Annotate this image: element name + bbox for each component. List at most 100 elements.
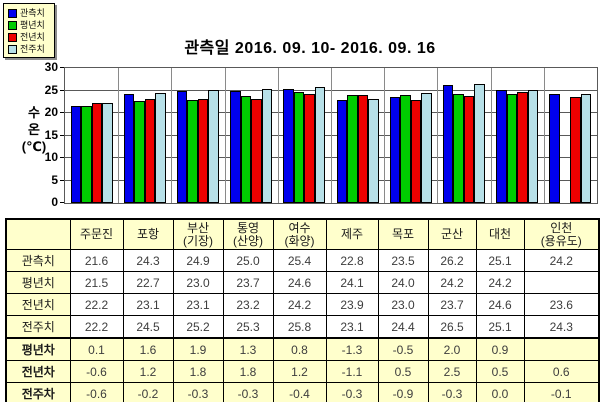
category-separator	[384, 68, 385, 203]
table-cell: 25.8	[272, 315, 327, 339]
table-cell: 21.6	[69, 249, 124, 272]
table-cell: 0.8	[272, 337, 327, 361]
table-cell: 1.9	[172, 337, 224, 361]
table-cell: -0.1	[523, 382, 600, 402]
bar-전년치-제주	[357, 95, 369, 203]
table-cell: 25.1	[475, 249, 525, 272]
bar-관측치-포항	[123, 93, 135, 203]
legend-item-label: 전주치	[20, 44, 45, 54]
bar-평년치-목포	[400, 95, 411, 203]
legend-item-label: 관측치	[20, 8, 45, 18]
table-cell: -0.3	[172, 382, 224, 402]
table-cell: 1.2	[122, 360, 174, 383]
bar-관측치-대천	[496, 90, 507, 203]
table-cell: -1.1	[325, 360, 379, 383]
table-cell: 23.1	[325, 315, 379, 339]
row-label: 평년치	[5, 271, 71, 294]
table-cell: 24.3	[523, 315, 600, 339]
column-header-인천: 인천 (용유도)	[523, 218, 600, 250]
table-cell: 23.2	[222, 293, 274, 316]
legend-swatch-icon	[8, 32, 17, 42]
y-tick-label: 5	[51, 172, 58, 187]
y-tick-label: 30	[44, 60, 58, 74]
y-axis-title: 수 온 (℃)	[14, 104, 54, 155]
bar-전주치-인천(용유도)	[580, 93, 592, 203]
row-label: 전년차	[5, 360, 71, 383]
table-cell	[523, 337, 600, 361]
table-cell: -0.2	[122, 382, 174, 402]
category-separator	[118, 68, 119, 203]
bar-전주치-군산	[474, 83, 485, 203]
y-axis-title-line: 수	[28, 105, 40, 120]
table-row-전주차: 전주차 -0.6 -0.2 -0.3 -0.3 -0.4 -0.3 -0.9 -0.3 0.0 -0…	[5, 382, 600, 402]
bar-평년치-대천	[506, 94, 518, 203]
table-cell: 25.2	[172, 315, 224, 339]
table-cell: -0.3	[325, 382, 379, 402]
table-cell: 2.5	[427, 360, 477, 383]
observation-data-table: 주문진 포항 부산 (기장) 통영 (산양) 여수 (화양) 제주 목포 군산 대천 인천 (용유…	[5, 218, 600, 402]
table-cell: 24.2	[523, 249, 600, 272]
table-cell: 1.3	[222, 337, 274, 361]
bar-평년치-부산(기장)	[187, 99, 198, 203]
category-separator	[225, 68, 226, 203]
y-tick-label: 0	[51, 195, 58, 209]
row-label: 관측치	[5, 249, 71, 272]
y-tick-label: 10	[44, 150, 58, 164]
table-cell: -0.3	[222, 382, 274, 402]
bar-평년치-제주	[347, 94, 358, 203]
table-cell: 0.1	[69, 337, 124, 361]
table-cell: -0.6	[69, 382, 124, 402]
legend-item-평년치: 평년치	[8, 19, 52, 31]
table-cell: 1.6	[122, 337, 174, 361]
bar-group-대천	[491, 68, 544, 203]
table-cell: 24.9	[172, 249, 224, 272]
bar-group-여수(화양)	[278, 68, 331, 203]
table-cell: 0.5	[377, 360, 429, 383]
row-label: 평년차	[5, 337, 71, 361]
bar-관측치-부산(기장)	[176, 90, 188, 203]
column-header-군산: 군산	[427, 218, 477, 250]
bar-전년치-통영(산양)	[251, 98, 262, 203]
bar-관측치-통영(산양)	[230, 90, 241, 203]
table-cell: 23.6	[523, 293, 600, 316]
bar-전년치-목포	[410, 99, 422, 203]
table-cell: 25.4	[272, 249, 327, 272]
table-cell: 25.3	[222, 315, 274, 339]
legend-item-전년치: 전년치	[8, 31, 52, 43]
table-cell: -0.3	[427, 382, 477, 402]
y-axis-title-line: 온	[28, 122, 40, 137]
table-cell: 0.0	[475, 382, 525, 402]
bar-전년치-주문진	[91, 103, 103, 203]
y-tick-mark	[60, 179, 64, 181]
bar-group-인천(용유도)	[544, 68, 597, 203]
chart-title: 관측일 2016. 09. 10- 2016. 09. 16	[184, 40, 436, 57]
bar-전주치-여수(화양)	[314, 86, 326, 203]
bar-관측치-목포	[389, 97, 401, 203]
legend-item-전주치: 전주치	[8, 43, 52, 55]
table-cell: 23.7	[222, 271, 274, 294]
table-cell: 1.8	[172, 360, 224, 383]
bar-전년치-대천	[517, 92, 528, 203]
table-cell: 25.0	[222, 249, 274, 272]
column-header-제주: 제주	[325, 218, 379, 250]
bar-chart-plot-area	[64, 67, 598, 204]
bar-전주치-대천	[527, 90, 539, 203]
table-cell: 24.6	[475, 293, 525, 316]
table-cell: 24.2	[427, 271, 477, 294]
y-tick-label: 20	[44, 105, 58, 119]
legend-item-label: 전년치	[20, 32, 45, 42]
bar-전주치-제주	[368, 99, 379, 203]
y-tick-mark	[60, 157, 64, 158]
bar-평년치-포항	[134, 100, 145, 203]
table-cell: 0.5	[475, 360, 525, 383]
table-cell	[523, 271, 600, 294]
table-cell: 25.1	[475, 315, 525, 339]
table-cell: 2.0	[427, 337, 477, 361]
y-tick-label: 25	[44, 82, 58, 97]
bar-전주치-부산(기장)	[208, 89, 219, 203]
table-cell: -0.9	[377, 382, 429, 402]
bar-전년치-군산	[463, 96, 475, 203]
bar-전년치-포항	[144, 99, 156, 203]
